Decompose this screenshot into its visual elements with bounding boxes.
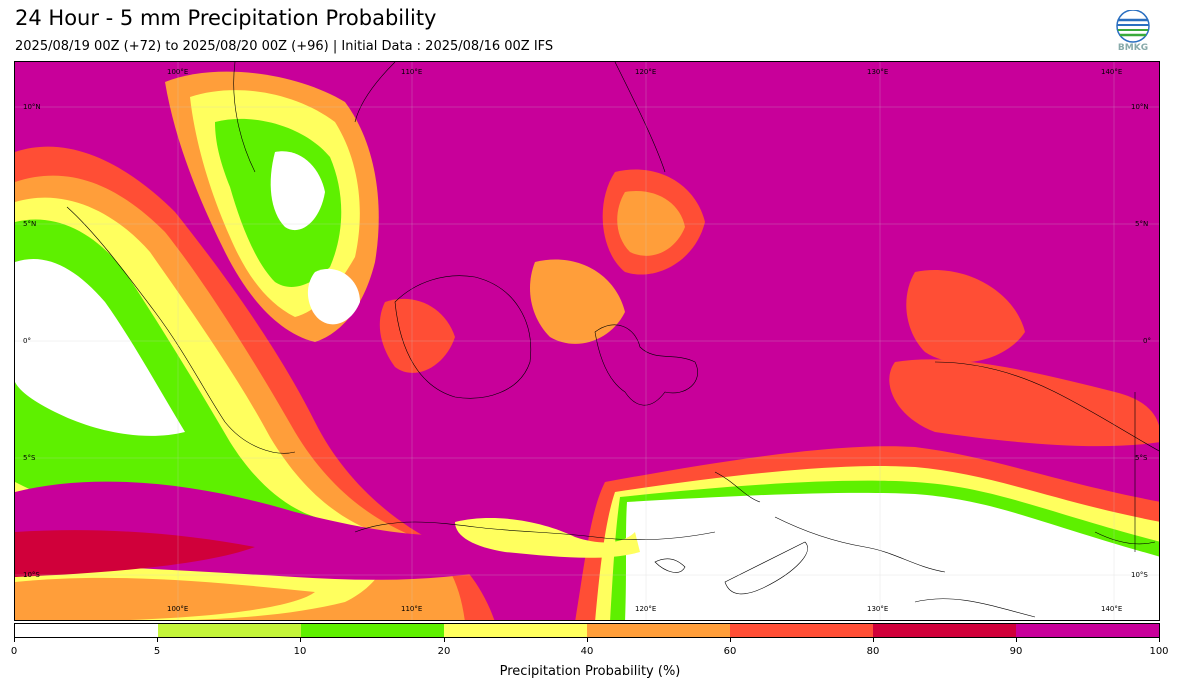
lon-label-top: 140°E	[1101, 68, 1123, 76]
colorbar-tick	[444, 638, 445, 642]
lon-label-top: 110°E	[401, 68, 423, 76]
lat-label-right: 0°	[1143, 337, 1151, 345]
map-subtitle: 2025/08/19 00Z (+72) to 2025/08/20 00Z (…	[15, 39, 554, 54]
lat-label-left: 0°	[23, 337, 31, 345]
colorbar-tick	[587, 638, 588, 642]
lat-label-right: 10°S	[1131, 571, 1148, 579]
lat-label-left: 10°N	[23, 103, 41, 111]
colorbar-tick-label: 5	[153, 646, 161, 657]
colorbar-tick	[730, 638, 731, 642]
lat-label-right: 10°N	[1131, 103, 1149, 111]
colorbar-label: Precipitation Probability (%)	[499, 664, 681, 679]
colorbar-tick	[14, 638, 15, 642]
colorbar-tick-label: 60	[723, 646, 737, 657]
colorbar-tick-label: 90	[1009, 646, 1023, 657]
logo-text: BMKG	[1117, 43, 1149, 53]
colorbar-segment	[301, 624, 444, 637]
lon-label-bottom: 140°E	[1101, 605, 1123, 613]
lat-label-left: 5°N	[23, 220, 37, 228]
lat-label-left: 10°S	[23, 571, 40, 579]
lon-label-bottom: 100°E	[167, 605, 189, 613]
lat-label-right: 5°N	[1135, 220, 1149, 228]
lon-label-top: 120°E	[635, 68, 657, 76]
colorbar-tick-label: 10	[293, 646, 307, 657]
colorbar-segment	[158, 624, 301, 637]
colorbar-tick-label: 80	[866, 646, 880, 657]
colorbar-ticks: 0 5 10 20 40 60 80 90 100	[10, 638, 1169, 658]
colorbar-segment	[873, 624, 1016, 637]
precipitation-field	[15, 62, 1159, 620]
colorbar-tick	[873, 638, 874, 642]
lon-label-bottom: 120°E	[635, 605, 657, 613]
lon-label-top: 130°E	[867, 68, 889, 76]
colorbar-tick	[157, 638, 158, 642]
colorbar-tick	[300, 638, 301, 642]
lon-label-bottom: 110°E	[401, 605, 423, 613]
map-title: 24 Hour - 5 mm Precipitation Probability	[15, 6, 437, 30]
colorbar	[14, 623, 1160, 638]
colorbar-tick-label: 0	[10, 646, 18, 657]
lon-label-bottom: 130°E	[867, 605, 889, 613]
lat-label-right: 5°S	[1135, 454, 1148, 462]
colorbar-segment	[1016, 624, 1159, 637]
colorbar-segment	[444, 624, 587, 637]
colorbar-segment	[587, 624, 730, 637]
colorbar-tick-label: 20	[437, 646, 451, 657]
colorbar-tick-label: 40	[580, 646, 594, 657]
colorbar-segment	[15, 624, 158, 637]
colorbar-tick-label: 100	[1149, 646, 1169, 657]
precipitation-map: 100°E 110°E 120°E 130°E 140°E 100°E 110°…	[14, 61, 1160, 621]
colorbar-tick	[1159, 638, 1160, 642]
lon-label-top: 100°E	[167, 68, 189, 76]
colorbar-tick	[1016, 638, 1017, 642]
lat-label-left: 5°S	[23, 454, 36, 462]
bmkg-logo-icon	[1113, 9, 1153, 56]
colorbar-segment	[730, 624, 873, 637]
